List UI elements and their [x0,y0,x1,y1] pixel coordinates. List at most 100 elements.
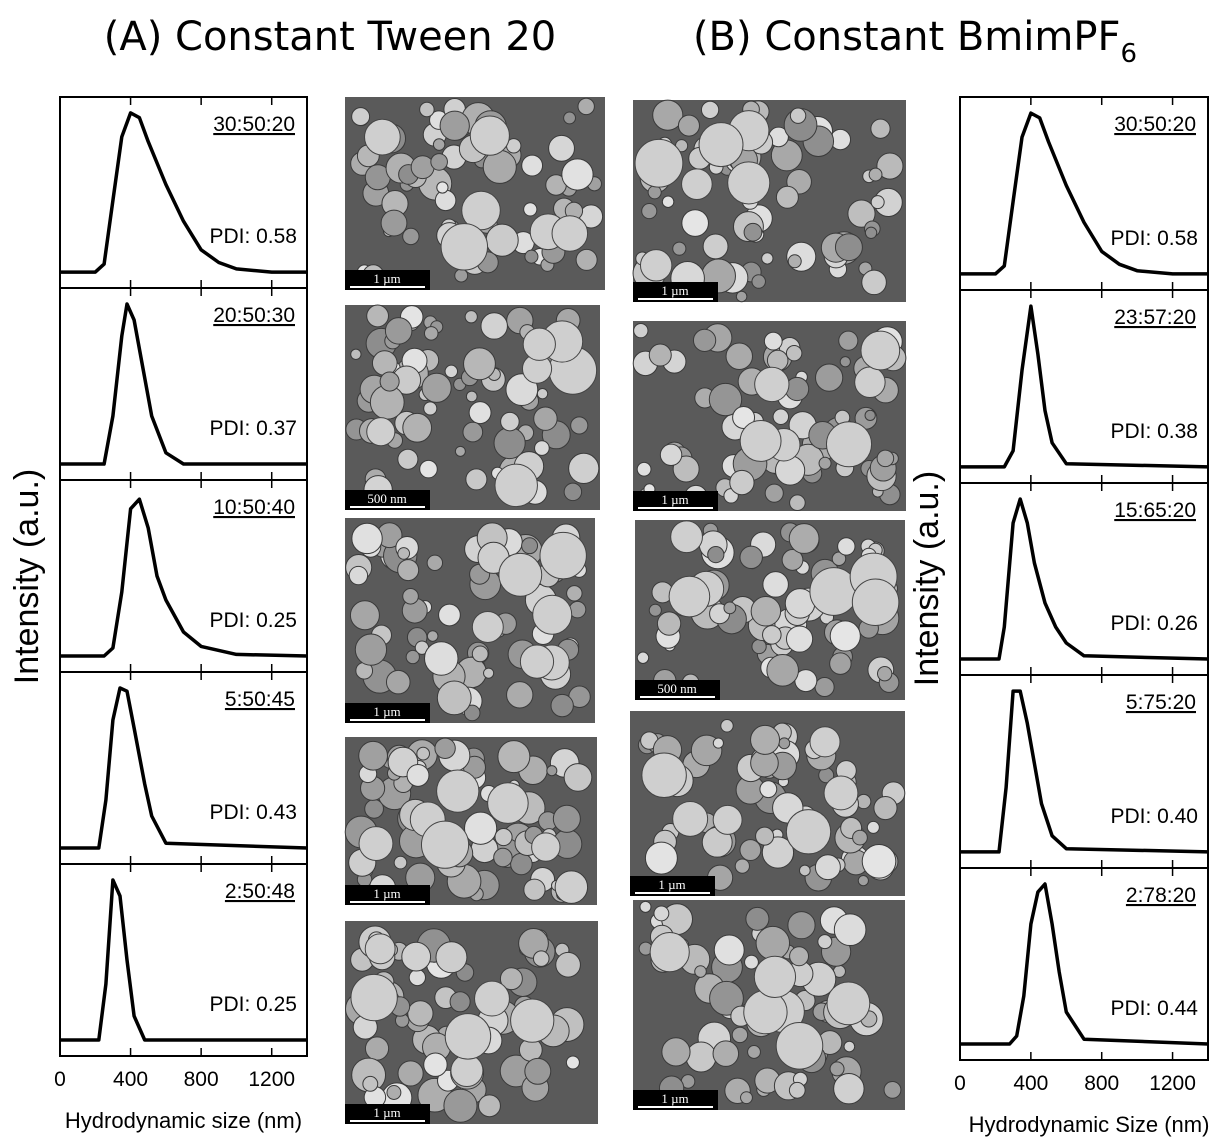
sem-particle [402,227,420,246]
pdi-label: PDI: 0.37 [209,417,297,440]
sem-particle [698,122,744,168]
sem-particle [641,752,687,799]
sem-particle [444,364,459,379]
sem-image: 1 µm [345,518,595,723]
sem-particle [761,836,795,869]
sem-particle [380,209,408,237]
sem-particle [364,1036,390,1061]
sem-particle [379,371,400,392]
sem-particle [764,483,784,503]
sem-particle [829,1061,845,1077]
sem-particle [510,852,533,876]
sem-particle [745,906,770,931]
sem-particle [463,347,496,381]
sem-particle [818,456,832,470]
panel-title-sub: 6 [1120,39,1137,69]
sem-particle [534,440,550,456]
pdi-label: PDI: 0.58 [1110,227,1198,250]
sem-particle [708,382,743,417]
sem-particle [681,168,713,200]
sem-particle [747,1045,761,1059]
sem-particle [426,630,439,642]
sem-particle [500,411,520,432]
sem-particle [762,625,782,645]
scale-bar-label: 1 µm [661,492,688,507]
sem-particle [761,252,774,265]
pdi-label: PDI: 0.40 [1110,805,1198,828]
sem-particle [826,981,871,1026]
sem-particle [739,839,762,862]
sem-particle [351,522,383,555]
sem-particle [751,274,766,289]
sem-particle [485,223,519,257]
scale-bar-box [633,282,718,302]
sem-particle [661,1037,691,1067]
sem-particle [685,1041,717,1073]
sem-particle [815,363,844,392]
sem-particle [772,408,790,425]
sem-particle [743,222,763,242]
sem-particle [468,401,492,425]
sem-particle [410,155,435,180]
sem-particle [709,980,744,1016]
sem-particle [712,804,743,835]
sem-particle [634,138,684,188]
sem-particle [416,746,431,761]
sem-particle [548,134,575,162]
sem-particle [847,199,876,228]
sem-particle [419,459,438,479]
sample-ratio: 5:75:20 [1126,691,1196,714]
sem-particle [814,676,835,698]
sem-particle [670,520,703,554]
curve [60,497,308,658]
sem-particle [566,585,583,602]
sem-particle [523,202,538,217]
sem-particle [465,468,488,491]
sem-particle [672,455,700,483]
sem-particle [362,1075,379,1092]
scale-bar-box [635,680,720,700]
sem-particle [861,269,887,296]
sem-particle [787,911,816,940]
sem-particle [788,523,820,554]
sem-particle [720,719,734,733]
sem-particle [641,203,658,220]
scale-bar-box [345,1104,430,1124]
curve [60,878,307,1042]
pdi-label: PDI: 0.26 [1110,612,1198,635]
curve [960,882,1209,1046]
sem-particle [653,905,670,922]
sem-particle [735,290,748,303]
sem-particle [648,603,662,617]
sem-particle [712,737,724,749]
sem-particle [565,1055,580,1070]
curve [960,497,1209,661]
sem-particle [644,841,678,875]
sem-particle [739,545,763,570]
sample-ratio: 5:50:45 [225,688,295,711]
scale-bar-label: 1 µm [373,886,400,901]
sem-particle [652,99,684,131]
sem-particle [434,737,456,759]
sem-particle [358,826,394,861]
sem-particle [649,932,690,973]
sem-particle [868,167,883,182]
sem-particle [712,1040,740,1067]
sem-particle [883,1080,902,1099]
sem-particle [755,826,775,846]
sem-particle [639,249,673,282]
sem-particle [551,215,589,252]
scale-bar-label: 1 µm [373,704,400,719]
sem-particle [506,681,534,709]
sem-particle [371,350,398,376]
sem-image: 1 µm [345,97,605,290]
curve [60,111,307,274]
x-axis-label: Hydrodynamic size (nm) [65,1108,302,1133]
curve [60,302,307,466]
sem-particle [494,827,513,847]
pdi-label: PDI: 0.44 [1110,997,1198,1020]
sem-particle [366,304,390,328]
sem-particle [423,326,439,341]
sem-particle [656,611,682,636]
sem-particle [753,955,797,998]
